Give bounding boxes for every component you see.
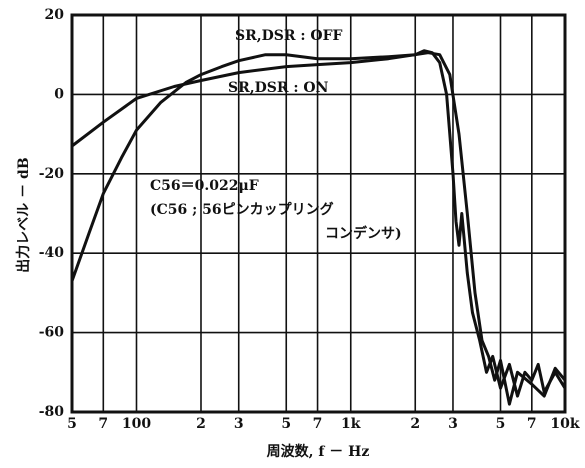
x-tick-label: 3: [234, 416, 244, 432]
x-tick-label: 100: [122, 416, 151, 432]
y-tick-label: 20: [45, 7, 65, 23]
x-tick-label: 2: [196, 416, 206, 432]
annotation: C56＝0.022μF: [150, 178, 259, 194]
y-tick-label: -20: [39, 166, 65, 182]
plot-frame: [70, 13, 567, 414]
x-tick-label: 2: [410, 416, 420, 432]
x-tick-label: 5: [67, 416, 77, 432]
y-tick-label: 0: [54, 86, 64, 102]
x-tick-label: 10k: [550, 416, 579, 432]
x-tick-label: 7: [313, 416, 323, 432]
y-axis-label: 出力レベル － dB: [15, 157, 32, 273]
y-tick-label: -40: [39, 245, 65, 261]
x-axis-label: 周波数, f － Hz: [267, 443, 370, 460]
x-tick-label: 7: [527, 416, 537, 432]
series-label: SR,DSR : OFF: [235, 28, 343, 44]
annotation: (C56 ; 56ピンカップリング: [150, 201, 334, 218]
line-series: [71, 51, 567, 406]
x-tick-label: 1k: [341, 416, 361, 432]
x-tick-label: 3: [448, 416, 458, 432]
x-tick-label: 5: [496, 416, 506, 432]
series-label: SR,DSR : ON: [228, 80, 329, 96]
y-tick-label: -60: [39, 325, 65, 341]
x-tick-label: 5: [281, 416, 291, 432]
x-tick-label: 7: [98, 416, 108, 432]
annotation: コンデンサ): [325, 225, 402, 242]
line-series: [70, 49, 567, 398]
y-tick-label: -80: [39, 404, 65, 420]
